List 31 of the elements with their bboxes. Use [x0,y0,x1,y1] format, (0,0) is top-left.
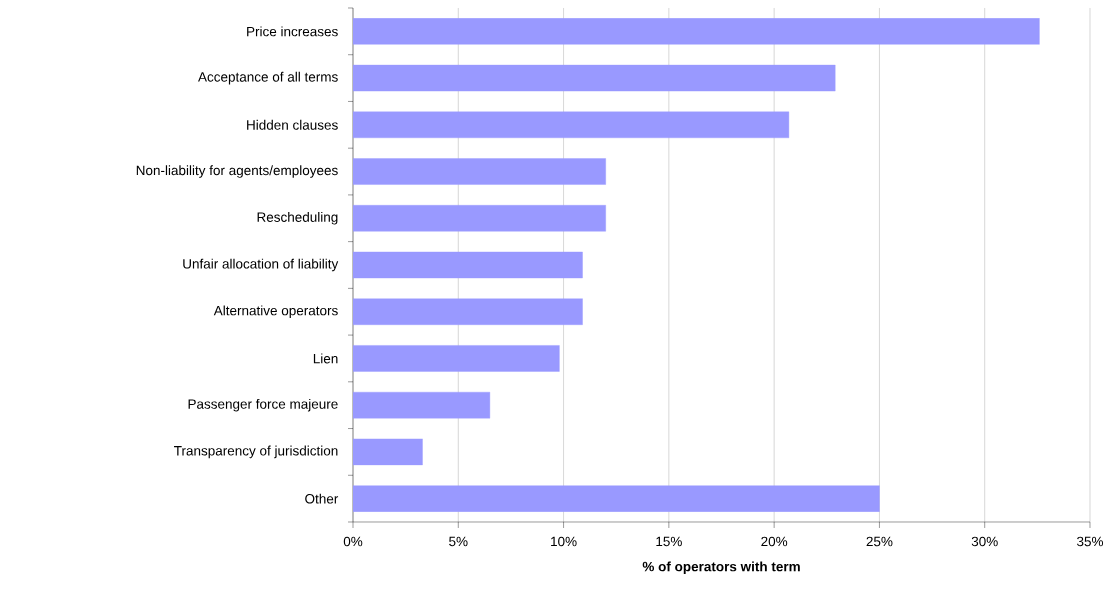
y-tick-label: Alternative operators [213,305,338,319]
y-tick-label: Price increases [247,26,338,37]
y-tick-label: Lien [313,353,338,364]
bar [353,111,790,139]
x-tick-label: 30% [971,536,998,547]
y-tick-label: Transparency of jurisdiction [174,445,338,459]
y-tick-label: Acceptance of all terms [198,71,338,85]
bar [353,251,583,279]
bar [353,345,560,372]
bar [353,18,1040,45]
x-tick-label: 5% [449,536,468,547]
bar [353,298,583,325]
x-tick-label: 20% [761,536,788,547]
x-tick-label: 25% [866,536,893,547]
bar [353,391,491,419]
y-tick-label: Unfair allocation of liability [183,258,339,272]
x-tick-label: 10% [551,536,577,547]
y-tick-label: Non-liability for agents/employees [136,165,338,178]
y-tick-label: Other [305,493,339,504]
bar [353,64,836,92]
x-tick-label: 35% [1077,536,1104,547]
x-axis-title: % of operators with term [642,561,800,575]
bar [353,158,606,185]
y-tick-label: Hidden clauses [247,119,338,130]
y-tick-label: Passenger force majeure [188,398,338,412]
x-tick-label: 15% [656,536,682,547]
bar [353,438,423,466]
y-tick-label: Rescheduling [257,211,338,225]
x-tick-label: 0% [343,536,363,547]
bar [353,205,606,232]
bar [353,485,880,512]
